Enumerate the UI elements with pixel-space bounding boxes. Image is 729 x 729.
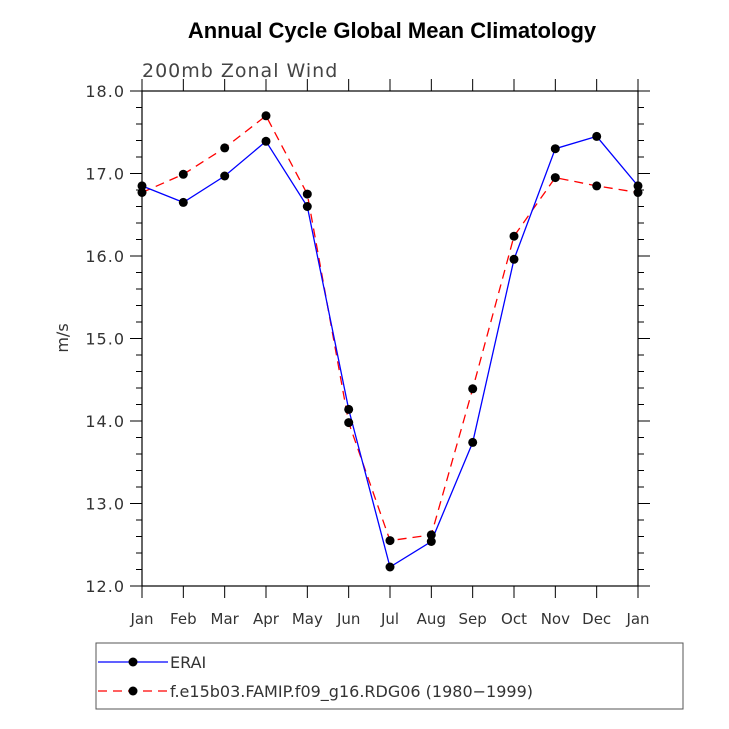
legend-label-erai: ERAI: [170, 653, 206, 672]
series-1-point: [261, 111, 271, 121]
x-tick-label: Oct: [501, 610, 527, 628]
series-1-point: [426, 530, 436, 540]
x-tick-label: Jan: [129, 610, 153, 628]
x-tick-label: Jan: [625, 610, 649, 628]
legend-marker-model: [128, 686, 138, 696]
series-1-point: [302, 189, 312, 199]
series-line-1: [141, 114, 639, 542]
series-line-0: [141, 135, 639, 569]
y-tick-label: 15.0: [85, 330, 125, 349]
chart-title: Annual Cycle Global Mean Climatology: [188, 18, 597, 43]
legend: ERAI f.e15b03.FAMIP.f09_g16.RDG06 (1980−…: [95, 642, 684, 710]
x-tick-label: Aug: [417, 610, 446, 628]
y-axis-label: m/s: [53, 323, 72, 352]
legend-label-model: f.e15b03.FAMIP.f09_g16.RDG06 (1980−1999): [170, 682, 533, 702]
series-layer: [137, 111, 643, 572]
x-tick-label: May: [292, 610, 323, 628]
x-tick-label: Sep: [459, 610, 487, 628]
series-0-point: [468, 437, 478, 447]
legend-box: [95, 642, 684, 710]
plot-frame: [141, 90, 639, 587]
series-0-point: [178, 197, 188, 207]
series-1-point: [178, 169, 188, 179]
series-0-point: [592, 131, 602, 141]
y-tick-label: 17.0: [85, 165, 125, 184]
x-tick-label: Apr: [253, 610, 280, 628]
series-1-point: [385, 536, 395, 546]
series-0-point: [261, 136, 271, 146]
y-tick-label: 13.0: [85, 495, 125, 514]
series-1-point: [344, 418, 354, 428]
x-tick-label: Mar: [211, 610, 240, 628]
series-0-point: [344, 404, 354, 414]
x-tick-label: Feb: [170, 610, 197, 628]
series-0-point: [509, 254, 519, 264]
series-1-point: [220, 143, 230, 153]
x-tick-label: Jun: [336, 610, 360, 628]
chart-subtitle: 200mb Zonal Wind: [142, 60, 338, 82]
y-tick-label: 12.0: [85, 577, 125, 596]
x-tick-label: Dec: [582, 610, 611, 628]
y-tick-label: 14.0: [85, 412, 125, 431]
series-1-point: [509, 231, 519, 241]
series-1-point: [592, 181, 602, 191]
series-0-point: [426, 537, 436, 546]
y-tick-label: 16.0: [85, 247, 125, 266]
series-0-point: [550, 144, 560, 154]
series-0-point: [220, 171, 230, 181]
series-0-point: [385, 562, 395, 572]
series-0-point: [302, 202, 312, 211]
series-1-point: [550, 173, 560, 183]
series-1-point: [468, 384, 478, 394]
x-tick-label: Nov: [541, 610, 570, 628]
axis-ticks: 12.0 13.0 14.0 15.0 16.0 17.0 18.0 Jan Feb Mar Apr…: [85, 79, 650, 628]
legend-marker-erai: [128, 657, 138, 667]
y-tick-label: 18.0: [85, 82, 125, 101]
x-tick-label: Jul: [380, 610, 399, 628]
